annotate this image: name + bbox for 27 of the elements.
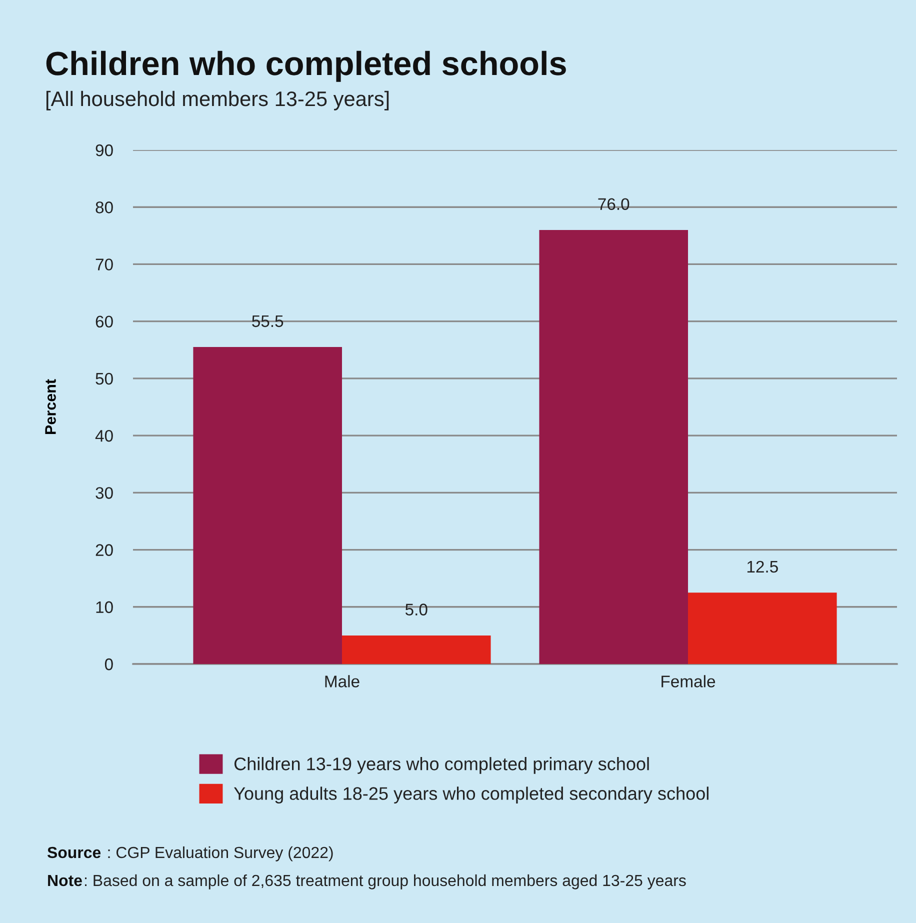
bar xyxy=(342,635,491,664)
y-tick-label: 70 xyxy=(96,258,113,270)
bar xyxy=(688,592,837,664)
data-label: 12.5 xyxy=(747,560,778,573)
y-tick-label: 80 xyxy=(96,202,113,214)
legend-label: Children 13-19 years who completed primary school xyxy=(234,757,649,774)
y-tick-label: 20 xyxy=(96,544,113,556)
y-tick-label: 0 xyxy=(104,658,113,670)
source-note: Source : CGP Evaluation Survey (2022) xyxy=(47,846,333,862)
bar xyxy=(193,347,342,664)
data-label: 76.0 xyxy=(598,198,630,210)
y-tick-label: 30 xyxy=(96,487,113,499)
x-tick-label: Female xyxy=(662,675,716,688)
y-tick-label: 10 xyxy=(96,601,113,614)
legend-label: Young adults 18-25 years who completed secondary school xyxy=(234,786,708,804)
y-tick-label: 60 xyxy=(96,316,113,328)
data-label: 55.5 xyxy=(252,315,284,328)
text: Note: Based on a sample of 2,635 treatment group household members aged 13-25 years xyxy=(48,874,686,890)
y-tick-label: 40 xyxy=(95,430,113,442)
bar xyxy=(539,230,688,664)
y-tick-label: 90 xyxy=(96,144,113,156)
data-label: 5.0 xyxy=(405,604,428,616)
y-axis-title: Percent xyxy=(45,379,56,434)
chart-subtitle: [All household members 13-25 years] xyxy=(46,90,389,110)
chart-title: Children who completed schools xyxy=(46,50,566,82)
y-tick-label: 50 xyxy=(96,372,113,385)
x-tick-label: Male xyxy=(325,675,360,688)
